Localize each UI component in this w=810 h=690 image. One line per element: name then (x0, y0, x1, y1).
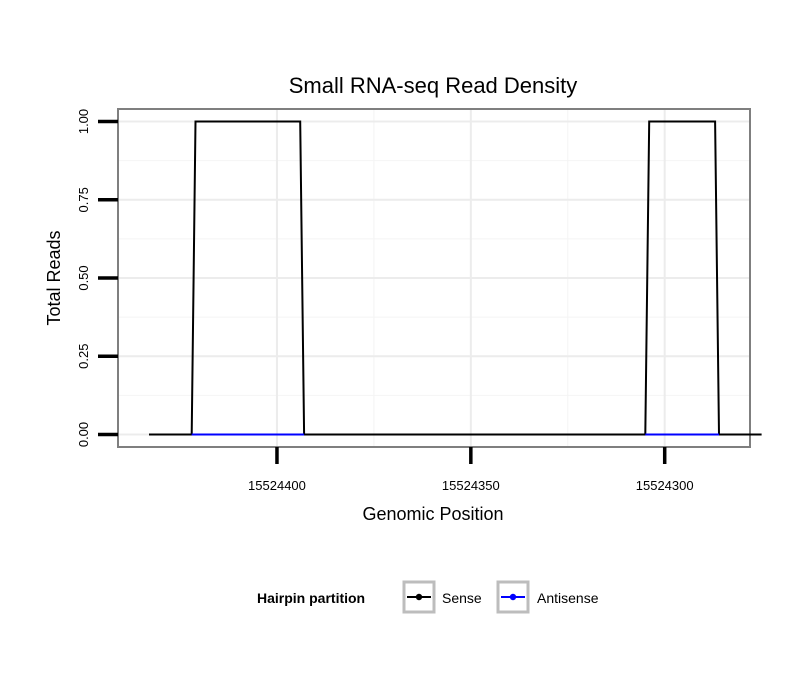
y-axis-title: Total Reads (44, 230, 64, 325)
y-tick-label: 0.25 (76, 344, 91, 369)
legend-key-point-sense (415, 593, 423, 601)
legend-entry-sense: Sense (402, 580, 482, 614)
legend-key-point-antisense (509, 593, 517, 601)
chart-title: Small RNA-seq Read Density (289, 73, 578, 98)
legend: Hairpin partition Sense Antisense (257, 580, 599, 614)
y-tick-label: 1.00 (76, 109, 91, 134)
x-tick-label: 15524300 (636, 478, 694, 493)
y-tick-label: 0.75 (76, 187, 91, 212)
axis-ticks: 15524400 15524350 15524300 0.00 0.25 0.50 0.75… (76, 109, 694, 493)
x-axis-title: Genomic Position (362, 504, 503, 524)
y-tick-label: 0.00 (76, 422, 91, 447)
legend-title: Hairpin partition (257, 590, 365, 606)
data-lines (149, 120, 762, 436)
y-tick-label: 0.50 (76, 265, 91, 290)
series-line-sense (149, 120, 762, 436)
grid (118, 109, 750, 447)
x-tick-label: 15524400 (248, 478, 306, 493)
x-tick-label: 15524350 (442, 478, 500, 493)
legend-label-antisense: Antisense (537, 590, 599, 606)
legend-entry-antisense: Antisense (496, 580, 599, 614)
legend-label-sense: Sense (442, 590, 482, 606)
